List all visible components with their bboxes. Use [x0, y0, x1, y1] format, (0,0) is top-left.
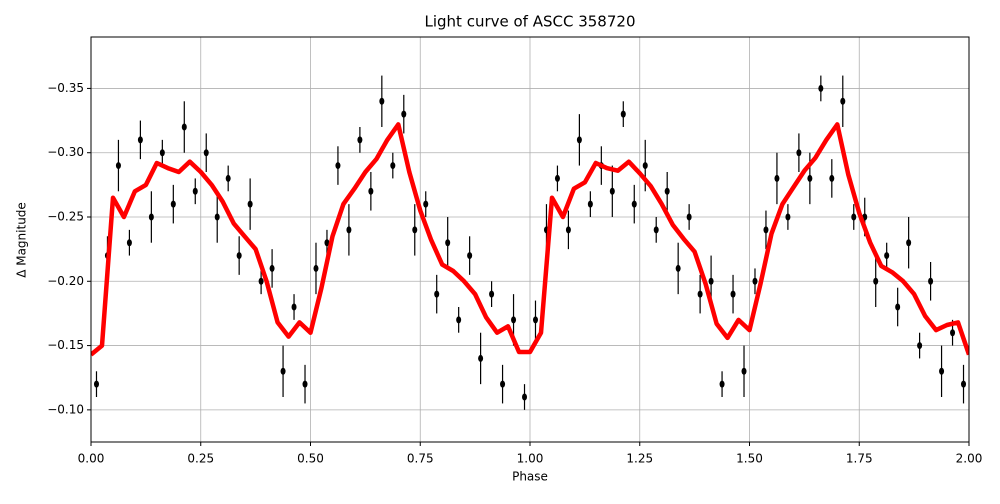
data-point	[291, 303, 297, 311]
data-point	[445, 239, 451, 247]
chart-title: Light curve of ASCC 358720	[425, 13, 636, 31]
data-point	[928, 277, 934, 285]
data-point	[961, 380, 967, 388]
data-point	[939, 367, 945, 375]
x-tick-label: 0.00	[78, 452, 105, 466]
x-tick-label: 0.50	[297, 452, 324, 466]
plot-frame	[90, 36, 970, 443]
data-point	[807, 174, 813, 182]
data-point	[478, 354, 484, 362]
data-point	[236, 252, 242, 260]
data-point	[631, 200, 637, 208]
x-tick-label: 1.25	[626, 452, 653, 466]
data-point	[324, 239, 330, 247]
x-axis-label: Phase	[512, 470, 548, 484]
data-point	[620, 110, 626, 118]
data-point	[906, 239, 912, 247]
data-point	[302, 380, 308, 388]
data-point	[335, 162, 341, 170]
data-point	[697, 290, 703, 298]
data-point	[346, 226, 352, 234]
y-tick-label: −0.20	[47, 274, 84, 288]
data-point	[522, 393, 528, 401]
data-point	[500, 380, 506, 388]
y-tick-label: −0.10	[47, 402, 84, 416]
data-point	[368, 187, 374, 195]
data-point	[719, 380, 725, 388]
data-point	[675, 264, 681, 272]
data-point	[917, 342, 923, 350]
data-point	[950, 329, 956, 337]
data-point	[554, 174, 560, 182]
data-point	[423, 200, 429, 208]
data-point	[126, 239, 132, 247]
data-point	[412, 226, 418, 234]
x-tick-label: 0.25	[187, 452, 214, 466]
data-point	[884, 252, 890, 260]
data-point	[115, 162, 121, 170]
data-point	[357, 136, 363, 144]
data-point	[829, 174, 835, 182]
data-point	[730, 290, 736, 298]
fit-line	[91, 122, 969, 357]
y-tick-label: −0.15	[47, 338, 84, 352]
x-tick-label: 2.00	[956, 452, 983, 466]
data-point	[137, 136, 143, 144]
data-point	[873, 277, 879, 285]
y-axis-label: Δ Magnitude	[15, 202, 29, 278]
data-point	[840, 97, 846, 105]
data-point	[532, 316, 538, 324]
data-point	[511, 316, 517, 324]
data-point	[609, 187, 615, 195]
data-point	[170, 200, 176, 208]
y-tick-label: −0.30	[47, 145, 84, 159]
data-point	[379, 97, 385, 105]
data-point	[796, 149, 802, 157]
data-point	[576, 136, 582, 144]
data-point	[653, 226, 659, 234]
y-tick-label: −0.25	[47, 210, 84, 224]
data-point	[280, 367, 286, 375]
data-point	[181, 123, 187, 131]
x-tick-label: 1.75	[846, 452, 873, 466]
data-point	[258, 277, 264, 285]
data-point	[763, 226, 769, 234]
data-point	[159, 149, 165, 157]
data-point	[895, 303, 901, 311]
data-point	[401, 110, 407, 118]
data-point	[686, 213, 692, 221]
data-point	[313, 264, 319, 272]
data-point	[642, 162, 648, 170]
plot-area	[91, 75, 969, 410]
x-tick-label: 1.00	[517, 452, 544, 466]
y-tick-label: −0.35	[47, 81, 84, 95]
data-point	[851, 213, 857, 221]
data-point	[390, 162, 396, 170]
data-point	[203, 149, 209, 157]
data-point	[247, 200, 253, 208]
data-point	[708, 277, 714, 285]
data-point	[587, 200, 593, 208]
x-tick-label: 0.75	[407, 452, 434, 466]
data-point	[148, 213, 154, 221]
data-point	[818, 84, 824, 92]
x-tick-label: 1.50	[736, 452, 763, 466]
data-point	[456, 316, 462, 324]
data-point	[434, 290, 440, 298]
data-point	[785, 213, 791, 221]
data-point	[489, 290, 495, 298]
data-point	[93, 380, 99, 388]
data-point	[269, 264, 275, 272]
data-point	[664, 187, 670, 195]
data-point	[225, 174, 231, 182]
data-point	[214, 213, 220, 221]
data-point	[774, 174, 780, 182]
data-point	[752, 277, 758, 285]
data-point	[565, 226, 571, 234]
data-point	[192, 187, 198, 195]
data-point	[741, 367, 747, 375]
data-point	[467, 252, 473, 260]
